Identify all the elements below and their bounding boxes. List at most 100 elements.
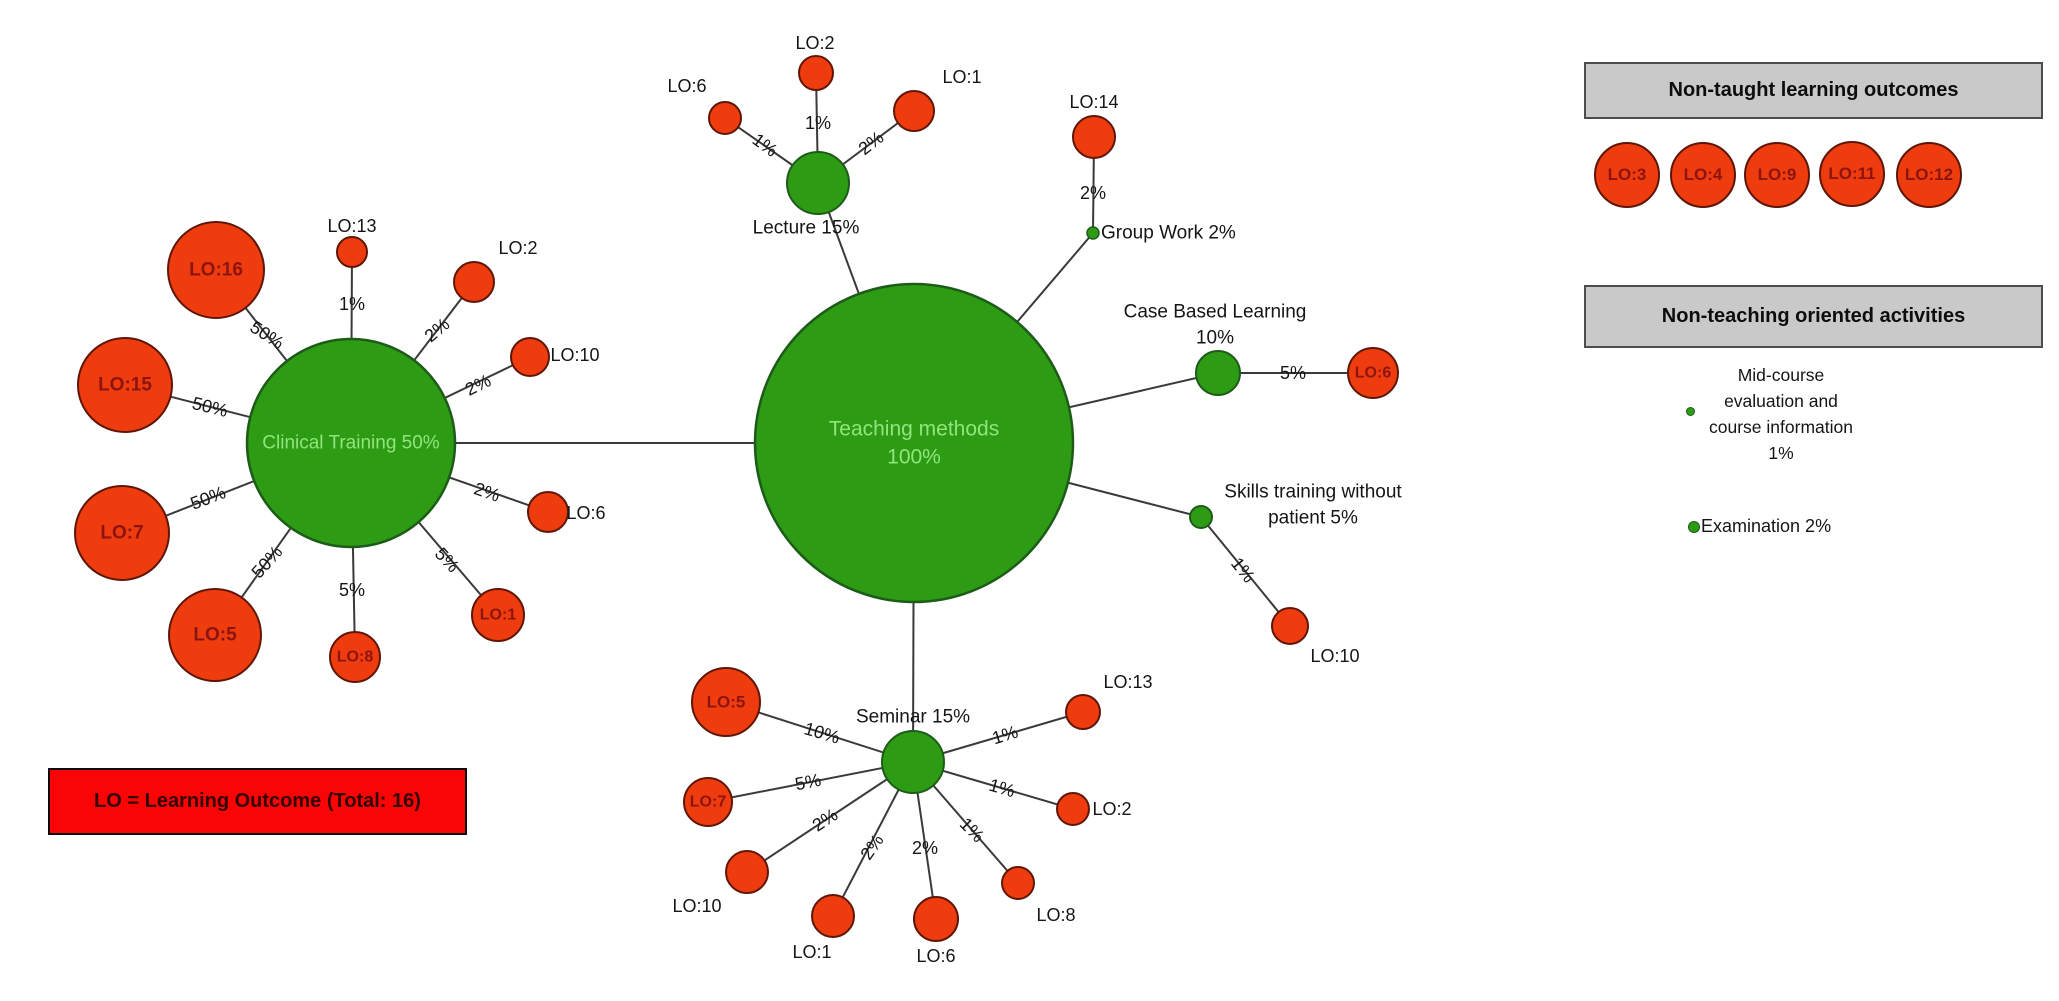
node-lec-lo2 (798, 55, 834, 91)
edge-percent-clinical-training-ct-lo13: 1% (339, 294, 365, 314)
edge-percent-clinical-training-ct-lo8: 5% (339, 580, 365, 600)
label-sem-lo1: LO:1 (792, 942, 831, 962)
non-taught-lo-circle: LO:12 (1896, 142, 1962, 208)
label-seminar: Seminar 15% (856, 707, 970, 728)
node-sem-lo5-label: LO:5 (707, 693, 746, 712)
node-ct-lo13 (336, 236, 368, 268)
edge-percent-clinical-training-ct-lo5: 50% (248, 542, 287, 582)
edge-skills-training-st-lo10 (1200, 516, 1291, 627)
non-taught-lo-label: LO:4 (1683, 165, 1723, 184)
non-taught-lo-circle: LO:3 (1594, 142, 1660, 208)
node-ct-lo15-label: LO:15 (98, 375, 152, 396)
non-taught-lo-label: LO:9 (1757, 165, 1797, 184)
node-ct-lo8-label: LO:8 (337, 649, 374, 666)
edge-percent-clinical-training-ct-lo7: 50% (188, 482, 229, 514)
mid-course-dot-icon (1686, 407, 1695, 416)
node-ct-lo15 (77, 337, 173, 433)
node-ct-lo8 (329, 631, 381, 683)
non-taught-outcomes-title: Non-taught learning outcomes (1668, 79, 1959, 101)
non-taught-lo-label: LO:11 (1828, 164, 1876, 183)
node-ct-lo6 (527, 491, 569, 533)
node-sem-lo10 (725, 850, 769, 894)
edge-percent-seminar-sem-lo6: 2% (912, 838, 938, 858)
node-st-lo10 (1271, 607, 1309, 645)
label-ct-lo10: LO:10 (550, 345, 599, 365)
edge-percent-clinical-training-ct-lo15: 50% (190, 393, 230, 421)
mid-course-evaluation-label: Mid-course evaluation and course informa… (1690, 362, 1872, 466)
node-ct-lo10 (510, 337, 550, 377)
non-taught-lo-circle: LO:9 (1744, 142, 1810, 208)
abbreviation-note-text: LO = Learning Outcome (Total: 16) (94, 790, 421, 812)
label-case-based-learning: Case Based Learning (1124, 302, 1307, 323)
label-st-lo10: LO:10 (1310, 646, 1359, 666)
node-sem-lo5 (691, 667, 761, 737)
node-sem-lo2 (1056, 792, 1090, 826)
node-clinical-training (245, 337, 457, 549)
node-ct-lo2 (453, 261, 495, 303)
node-clinical-training-label: Clinical Training 50% (262, 433, 440, 454)
label-lec-lo6: LO:6 (667, 76, 706, 96)
label-sem-lo6: LO:6 (916, 946, 955, 966)
label-skills-training: patient 5% (1268, 508, 1358, 529)
node-cbl-lo6-label: LO:6 (1355, 365, 1392, 382)
examination-label: Examination 2% (1701, 516, 1832, 536)
node-teaching-methods-label: Teaching methods (829, 417, 999, 440)
non-taught-outcomes-header: Non-taught learning outcomes (1584, 62, 2043, 119)
label-ct-lo2: LO:2 (498, 238, 537, 258)
edge-percent-seminar-sem-lo2: 1% (987, 775, 1018, 801)
label-lec-lo1: LO:1 (942, 67, 981, 87)
label-skills-training: Skills training without (1224, 482, 1402, 503)
edge-percent-clinical-training-ct-lo16: 50% (246, 317, 287, 353)
label-sem-lo2: LO:2 (1092, 799, 1131, 819)
node-case-based-learning (1195, 350, 1241, 396)
label-case-based-learning: 10% (1196, 328, 1234, 349)
node-sem-lo1 (811, 894, 855, 938)
node-lec-lo1 (893, 90, 935, 132)
node-seminar (881, 730, 945, 794)
edge-percent-seminar-sem-lo7: 5% (793, 770, 822, 795)
label-sem-lo8: LO:8 (1036, 905, 1075, 925)
mid-course-line: course information (1709, 417, 1853, 437)
node-ct-lo7-label: LO:7 (100, 523, 143, 544)
node-ct-lo5-label: LO:5 (193, 625, 237, 646)
node-ct-lo16 (167, 221, 265, 319)
mid-course-line: Mid-course (1737, 365, 1825, 385)
label-sem-lo10: LO:10 (672, 896, 721, 916)
non-teaching-activities-title: Non-teaching oriented activities (1661, 305, 1966, 327)
edge-percent-seminar-sem-lo10: 2% (809, 805, 842, 836)
node-ct-lo16-label: LO:16 (189, 260, 243, 281)
edge-percent-group-work-gw-lo14: 2% (1080, 183, 1106, 203)
mid-course-line: evaluation and (1724, 391, 1838, 411)
examination-dot-icon (1688, 521, 1700, 533)
label-ct-lo13: LO:13 (327, 216, 376, 236)
edge-percent-lecture-lec-lo6: 1% (749, 129, 782, 160)
edge-percent-clinical-training-ct-lo6: 2% (471, 478, 502, 505)
edge-percent-seminar-sem-lo13: 1% (990, 722, 1021, 749)
node-lecture (786, 151, 850, 215)
node-gw-lo14 (1072, 115, 1116, 159)
node-sem-lo7 (683, 777, 733, 827)
non-taught-lo-circle: LO:11 (1819, 141, 1885, 207)
label-lec-lo2: LO:2 (795, 33, 834, 53)
edge-seminar-sem-lo10 (746, 761, 914, 873)
edge-percent-clinical-training-ct-lo10: 2% (462, 370, 494, 399)
node-ct-lo1 (471, 588, 525, 642)
node-skills-training (1189, 505, 1213, 529)
mid-course-percent: 1% (1768, 443, 1794, 463)
label-sem-lo13: LO:13 (1103, 672, 1152, 692)
label-gw-lo14: LO:14 (1069, 92, 1118, 112)
node-cbl-lo6 (1347, 347, 1399, 399)
node-sem-lo7-label: LO:7 (690, 794, 727, 811)
node-sem-lo8 (1001, 866, 1035, 900)
edge-seminar-sem-lo7 (707, 761, 914, 803)
non-taught-lo-circle: LO:4 (1670, 142, 1736, 208)
edge-percent-seminar-sem-lo5: 10% (802, 718, 842, 747)
edge-percent-lecture-lec-lo1: 2% (855, 127, 888, 159)
edge-percent-clinical-training-ct-lo2: 2% (421, 314, 454, 346)
node-ct-lo5 (168, 588, 262, 682)
node-sem-lo13 (1065, 694, 1101, 730)
edge-percent-lecture-lec-lo2: 1% (805, 113, 831, 133)
edge-percent-seminar-sem-lo8: 1% (956, 814, 989, 847)
